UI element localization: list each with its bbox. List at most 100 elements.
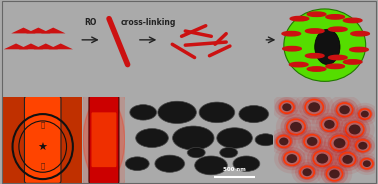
Circle shape [125, 156, 150, 171]
Circle shape [328, 55, 347, 60]
Circle shape [324, 130, 355, 156]
Polygon shape [26, 28, 51, 33]
Circle shape [307, 67, 326, 71]
Circle shape [130, 105, 156, 120]
Circle shape [158, 101, 196, 123]
Circle shape [352, 103, 378, 125]
Circle shape [219, 147, 238, 158]
Circle shape [361, 111, 369, 117]
Circle shape [233, 156, 260, 171]
Circle shape [302, 168, 312, 176]
Circle shape [294, 90, 334, 124]
Circle shape [339, 116, 370, 143]
Circle shape [271, 94, 302, 120]
Circle shape [307, 12, 326, 16]
Circle shape [187, 147, 206, 158]
Circle shape [317, 159, 352, 184]
Circle shape [342, 155, 353, 164]
Circle shape [339, 105, 350, 114]
Circle shape [283, 47, 301, 51]
FancyBboxPatch shape [89, 95, 119, 184]
Circle shape [154, 155, 185, 173]
Polygon shape [41, 28, 65, 33]
Circle shape [290, 16, 309, 21]
Circle shape [280, 114, 311, 140]
Circle shape [358, 142, 367, 150]
Circle shape [287, 154, 297, 163]
Polygon shape [34, 43, 58, 49]
Circle shape [329, 169, 340, 178]
Circle shape [330, 144, 366, 174]
Circle shape [311, 109, 347, 139]
Circle shape [281, 150, 302, 167]
Circle shape [136, 129, 168, 147]
Circle shape [305, 54, 324, 58]
Circle shape [155, 155, 184, 172]
Polygon shape [19, 43, 43, 49]
Circle shape [351, 136, 375, 156]
Circle shape [305, 29, 324, 33]
Ellipse shape [284, 9, 366, 81]
Ellipse shape [315, 29, 340, 65]
Circle shape [295, 162, 319, 183]
Circle shape [310, 148, 334, 169]
Circle shape [255, 134, 276, 146]
Circle shape [125, 157, 149, 171]
Circle shape [363, 160, 371, 167]
Polygon shape [48, 43, 73, 49]
Circle shape [254, 133, 277, 146]
Circle shape [157, 101, 197, 124]
Circle shape [334, 101, 355, 119]
Circle shape [316, 154, 328, 164]
Circle shape [343, 18, 362, 23]
Text: 生: 生 [40, 162, 45, 169]
Circle shape [276, 110, 316, 144]
Circle shape [217, 128, 252, 148]
Circle shape [278, 147, 306, 170]
Circle shape [298, 130, 326, 153]
Circle shape [129, 104, 157, 121]
Circle shape [355, 105, 375, 123]
Circle shape [216, 127, 253, 149]
Circle shape [198, 102, 235, 123]
Circle shape [351, 31, 369, 36]
Circle shape [357, 107, 373, 121]
Circle shape [324, 165, 345, 183]
Text: 500 nm: 500 nm [223, 167, 246, 172]
Circle shape [187, 147, 205, 158]
Text: 大: 大 [40, 121, 45, 128]
Circle shape [326, 15, 344, 19]
Circle shape [290, 122, 302, 132]
Circle shape [319, 115, 340, 133]
Circle shape [89, 110, 119, 170]
Circle shape [350, 47, 368, 52]
Text: RO: RO [84, 18, 97, 27]
Circle shape [279, 138, 288, 145]
Circle shape [239, 105, 268, 123]
Circle shape [298, 164, 316, 180]
Circle shape [334, 148, 361, 171]
Circle shape [343, 119, 367, 139]
Circle shape [353, 138, 372, 153]
Circle shape [316, 113, 343, 136]
Circle shape [275, 97, 299, 117]
Circle shape [284, 117, 308, 137]
Circle shape [349, 124, 361, 135]
Text: cross-linking: cross-linking [121, 18, 176, 27]
Circle shape [334, 138, 345, 148]
Circle shape [335, 113, 375, 146]
Circle shape [359, 157, 375, 170]
Circle shape [272, 131, 296, 152]
Circle shape [302, 132, 323, 150]
Circle shape [294, 126, 330, 157]
Polygon shape [4, 43, 28, 49]
Circle shape [173, 126, 214, 150]
FancyBboxPatch shape [25, 96, 61, 183]
Circle shape [331, 98, 358, 121]
Circle shape [321, 162, 348, 184]
Circle shape [194, 156, 228, 175]
Circle shape [274, 134, 293, 149]
Circle shape [328, 27, 347, 31]
Circle shape [337, 151, 358, 168]
Circle shape [347, 132, 378, 159]
